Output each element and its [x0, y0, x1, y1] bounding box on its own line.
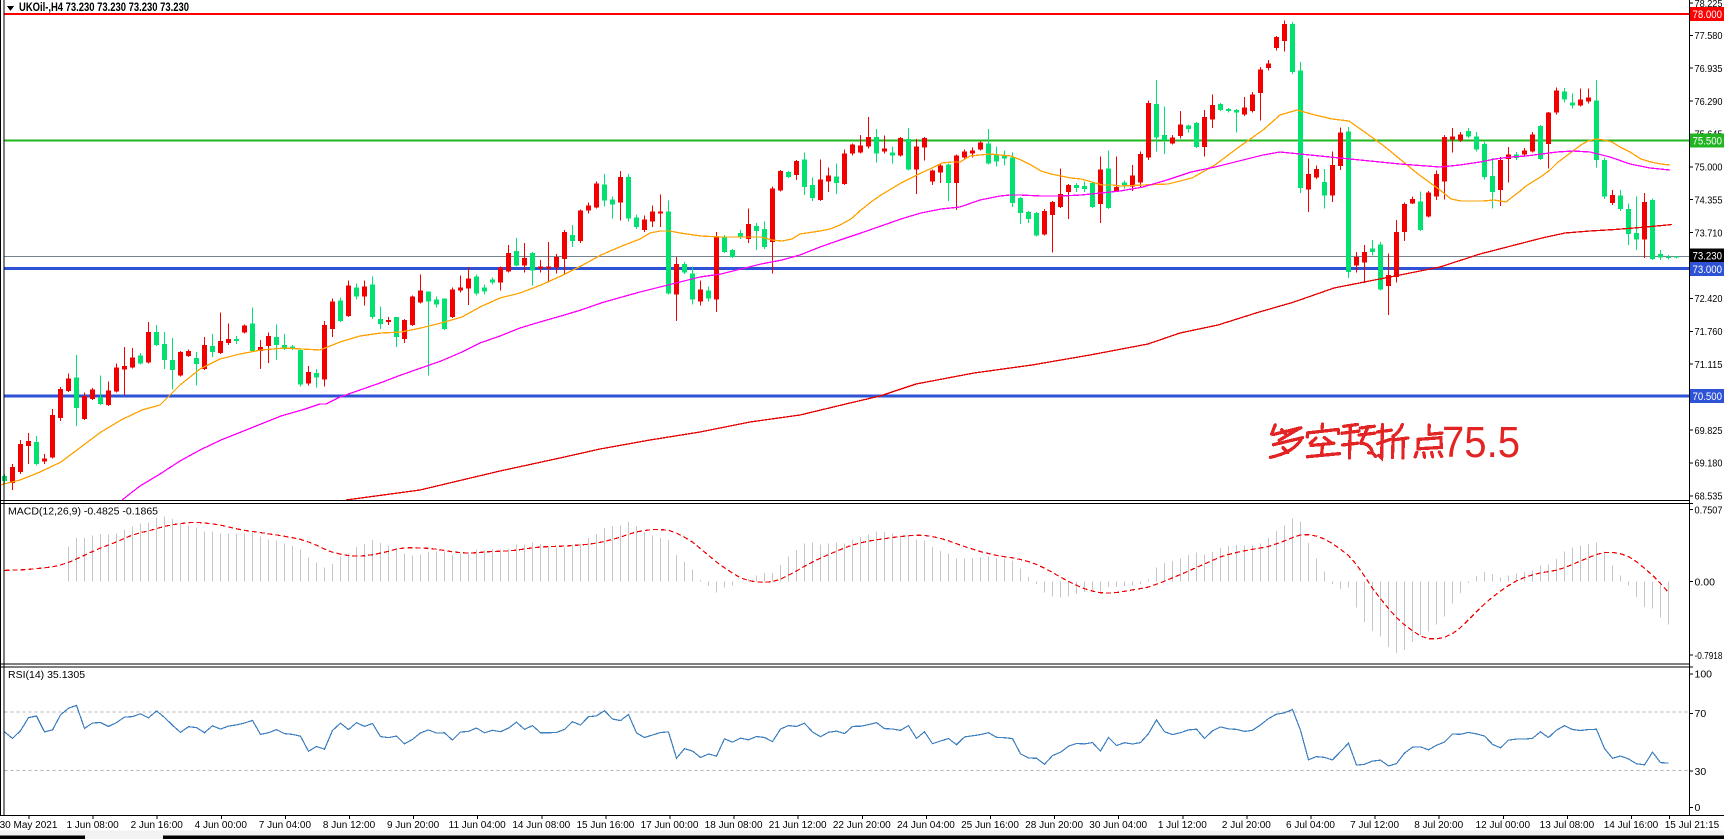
- svg-text:7 Jun 04:00: 7 Jun 04:00: [259, 820, 312, 831]
- svg-text:75.500: 75.500: [1693, 136, 1723, 148]
- svg-text:MACD(12,26,9) -0.4825 -0.1865: MACD(12,26,9) -0.4825 -0.1865: [8, 506, 158, 518]
- svg-text:71.760: 71.760: [1695, 326, 1723, 338]
- svg-text:17 Jun 00:00: 17 Jun 00:00: [641, 820, 699, 831]
- svg-text:2 Jul 20:00: 2 Jul 20:00: [1222, 820, 1271, 831]
- svg-text:100: 100: [1695, 669, 1713, 681]
- svg-text:1 Jun 08:00: 1 Jun 08:00: [66, 820, 119, 831]
- svg-text:8 Jun 12:00: 8 Jun 12:00: [323, 820, 376, 831]
- svg-text:69.180: 69.180: [1695, 458, 1723, 470]
- svg-text:9 Jun 20:00: 9 Jun 20:00: [387, 820, 440, 831]
- svg-text:7 Jul 12:00: 7 Jul 12:00: [1350, 820, 1399, 831]
- svg-text:14 Jul 16:00: 14 Jul 16:00: [1604, 820, 1659, 831]
- svg-text:77.580: 77.580: [1695, 30, 1723, 42]
- svg-text:1 Jul 12:00: 1 Jul 12:00: [1158, 820, 1207, 831]
- svg-text:25 Jun 16:00: 25 Jun 16:00: [961, 820, 1019, 831]
- svg-text:70.500: 70.500: [1693, 391, 1723, 403]
- svg-text:0.7507: 0.7507: [1695, 504, 1723, 516]
- svg-text:70: 70: [1695, 708, 1707, 720]
- svg-text:4 Jun 00:00: 4 Jun 00:00: [195, 820, 248, 831]
- svg-text:28 Jun 20:00: 28 Jun 20:00: [1025, 820, 1083, 831]
- svg-text:73.710: 73.710: [1695, 227, 1723, 239]
- svg-text:76.935: 76.935: [1695, 63, 1723, 75]
- svg-text:11 Jun 04:00: 11 Jun 04:00: [449, 820, 507, 831]
- svg-text:30 May 2021: 30 May 2021: [0, 820, 58, 831]
- svg-text:0.00: 0.00: [1695, 576, 1716, 588]
- svg-text:73.000: 73.000: [1693, 264, 1723, 276]
- svg-text:30 Jun 04:00: 30 Jun 04:00: [1089, 820, 1147, 831]
- svg-text:74.355: 74.355: [1695, 195, 1723, 207]
- svg-text:2 Jun 16:00: 2 Jun 16:00: [131, 820, 184, 831]
- svg-text:-0.7918: -0.7918: [1695, 650, 1723, 662]
- svg-text:RSI(14) 35.1305: RSI(14) 35.1305: [8, 669, 85, 681]
- svg-text:13 Jul 08:00: 13 Jul 08:00: [1540, 820, 1595, 831]
- svg-text:18 Jun 08:00: 18 Jun 08:00: [705, 820, 763, 831]
- svg-text:69.825: 69.825: [1695, 425, 1723, 437]
- svg-text:15 Jun 16:00: 15 Jun 16:00: [576, 820, 634, 831]
- svg-text:75.000: 75.000: [1695, 162, 1723, 174]
- svg-text:15 Jul 21:15: 15 Jul 21:15: [1665, 820, 1720, 831]
- svg-text:73.230: 73.230: [1693, 251, 1723, 263]
- svg-text:0: 0: [1695, 802, 1701, 814]
- svg-text:78.000: 78.000: [1693, 9, 1723, 21]
- svg-text:8 Jul 20:00: 8 Jul 20:00: [1414, 820, 1463, 831]
- svg-text:76.290: 76.290: [1695, 96, 1723, 108]
- svg-text:24 Jun 04:00: 24 Jun 04:00: [897, 820, 955, 831]
- svg-text:UKOil-,H4 73.230 73.230 73.23: UKOil-,H4 73.230 73.230 73.230 73.230: [19, 2, 189, 14]
- svg-text:14 Jun 08:00: 14 Jun 08:00: [512, 820, 570, 831]
- svg-text:71.115: 71.115: [1695, 359, 1723, 371]
- svg-text:6 Jul 04:00: 6 Jul 04:00: [1286, 820, 1335, 831]
- svg-text:75.5: 75.5: [1442, 418, 1520, 467]
- svg-text:22 Jun 20:00: 22 Jun 20:00: [833, 820, 891, 831]
- svg-text:68.535: 68.535: [1695, 491, 1723, 503]
- svg-text:21 Jun 12:00: 21 Jun 12:00: [769, 820, 827, 831]
- svg-text:78.225: 78.225: [1695, 0, 1723, 10]
- svg-text:12 Jul 00:00: 12 Jul 00:00: [1476, 820, 1531, 831]
- svg-text:30: 30: [1695, 766, 1707, 778]
- svg-text:72.420: 72.420: [1695, 293, 1723, 305]
